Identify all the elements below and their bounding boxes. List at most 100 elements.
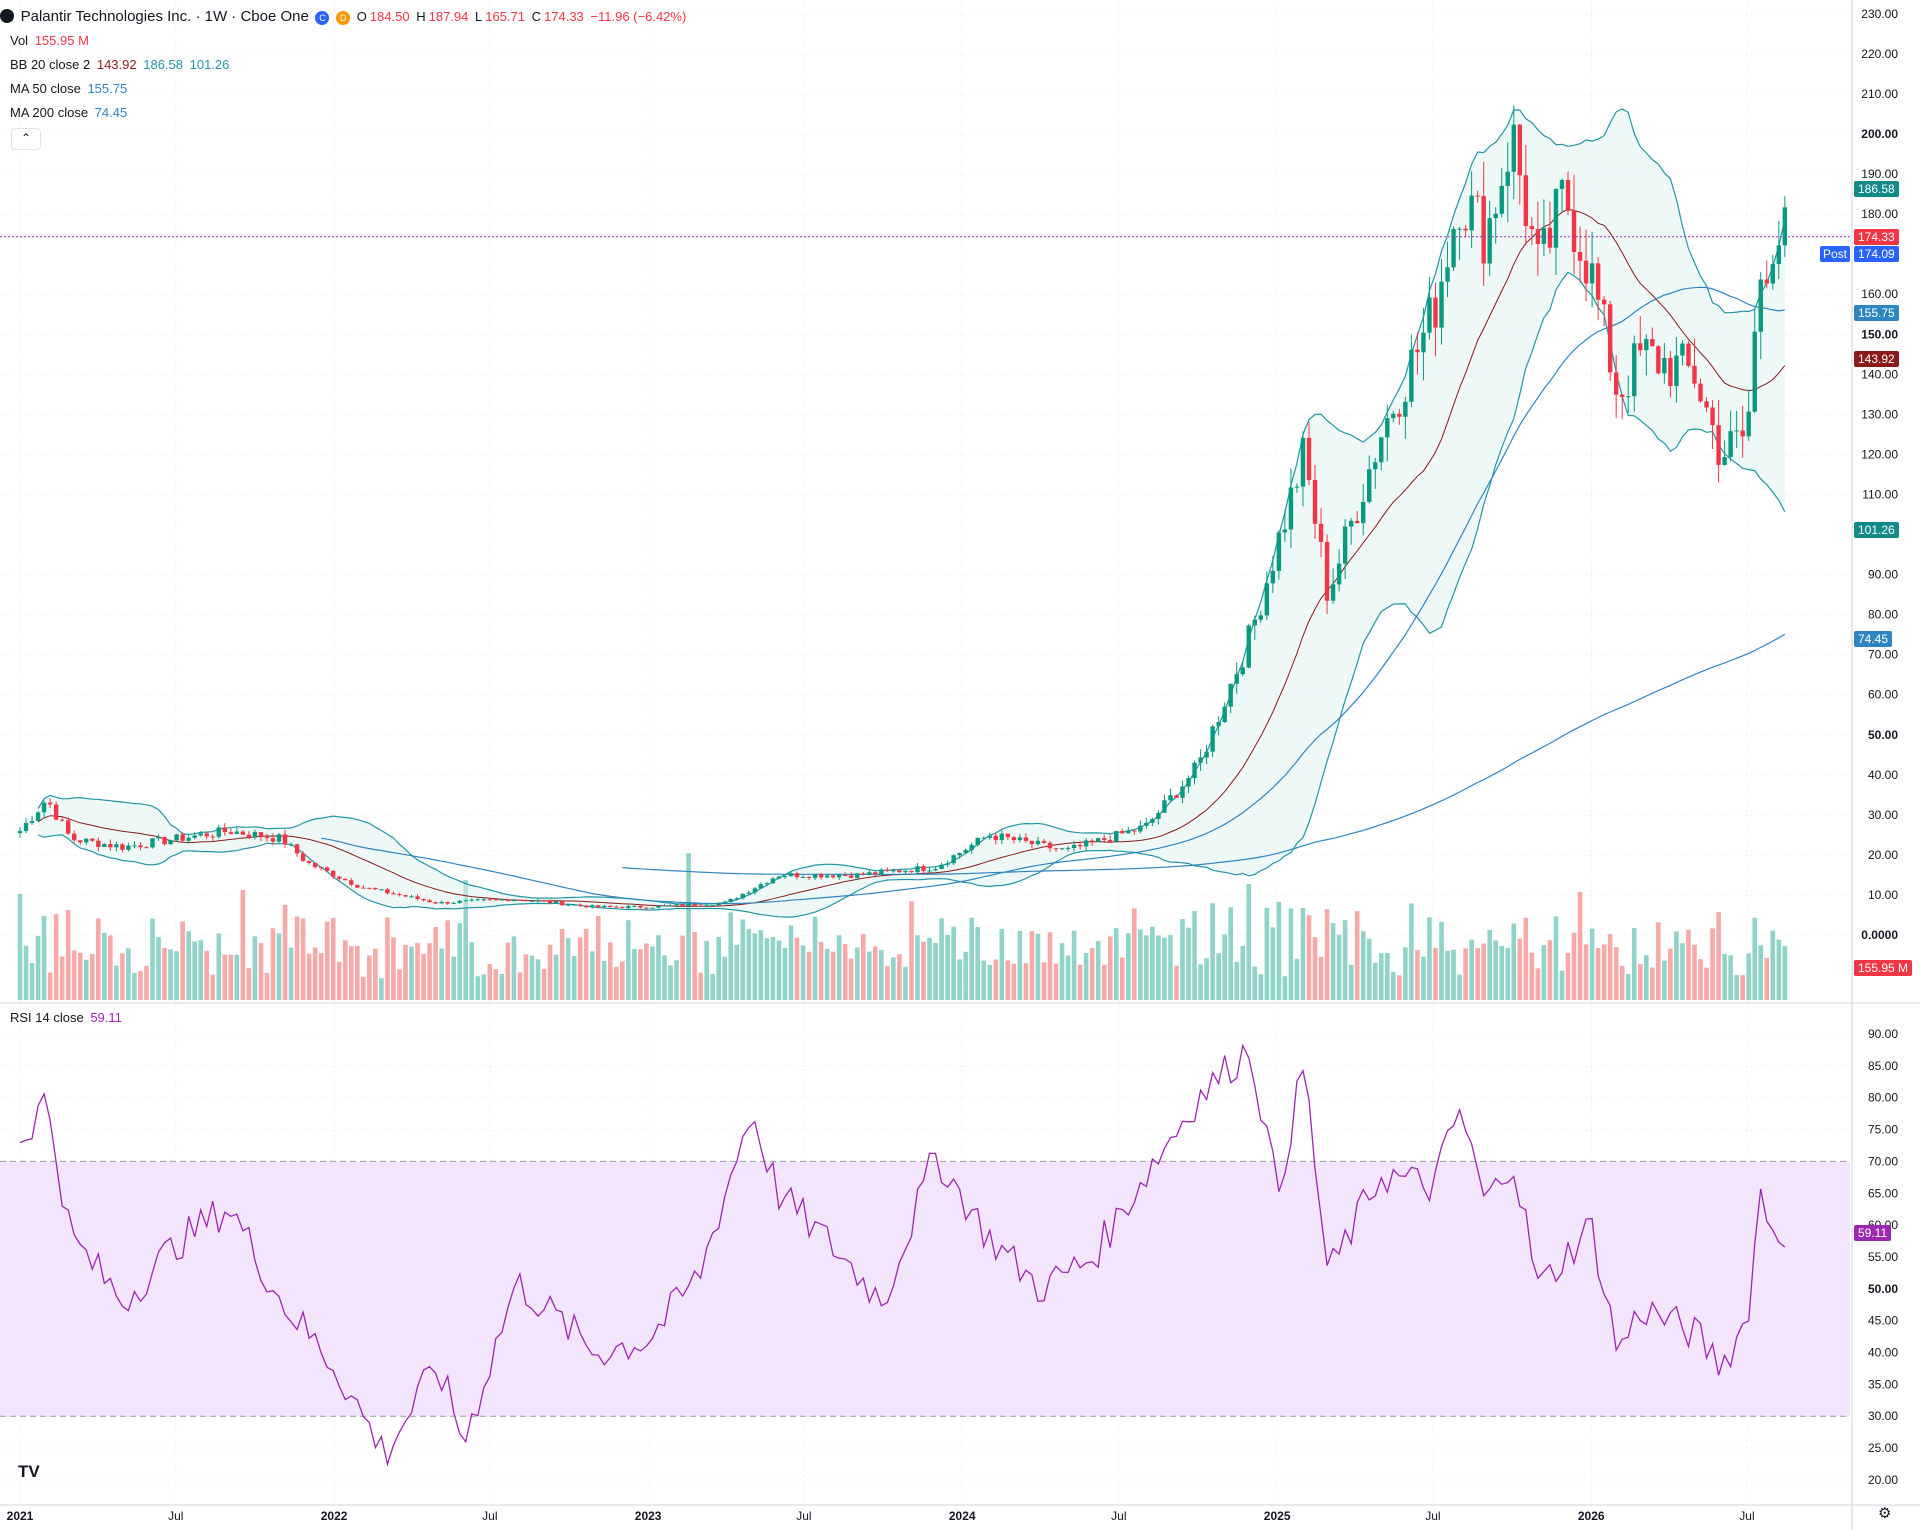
candle-body — [1234, 674, 1239, 684]
candle-body — [1626, 396, 1631, 398]
rsi-tick-label: 75.00 — [1868, 1123, 1898, 1137]
symbol-legend: Palantir Technologies Inc. · 1W · Cboe O… — [0, 8, 689, 25]
price-tick-label: 140.00 — [1861, 367, 1898, 381]
candle-body — [764, 883, 770, 885]
volume-bar — [1047, 932, 1053, 1000]
rsi-axis[interactable]: 90.0085.0080.0075.0070.0065.0060.0055.00… — [1868, 1027, 1898, 1487]
candle-body — [373, 887, 378, 890]
candle-body — [270, 838, 276, 842]
price-tick-label: 180.00 — [1861, 207, 1898, 221]
volume-bar — [126, 948, 131, 1000]
rsi-tick-label: 55.00 — [1868, 1250, 1898, 1264]
volume-bar — [1168, 935, 1173, 1000]
volume-bar — [812, 916, 818, 1000]
candle-body — [939, 864, 944, 870]
volume-bar — [367, 955, 372, 1000]
volume-bar — [1107, 936, 1113, 1000]
symbol-title[interactable]: Palantir Technologies Inc. · 1W · Cboe O… — [20, 8, 309, 25]
ma200-legend[interactable]: MA 200 close 74.45 — [10, 105, 130, 120]
candle-body — [180, 834, 185, 841]
volume-bar — [668, 965, 673, 1000]
palantir-logo-icon[interactable] — [0, 9, 14, 23]
bollinger-upper-line — [37, 108, 1786, 905]
candle-body — [1077, 844, 1083, 847]
candle-body — [1583, 260, 1589, 284]
volume-bar — [915, 935, 920, 1000]
volume-bar — [1571, 932, 1577, 1000]
candle-body — [1565, 179, 1571, 211]
candle-body — [800, 876, 806, 878]
volume-bar — [1276, 901, 1282, 1000]
volume-legend[interactable]: Vol 155.95 M — [10, 33, 92, 48]
candle-body — [463, 900, 468, 902]
candle-body — [1144, 822, 1149, 826]
candle-body — [704, 905, 709, 907]
candle-body — [1397, 413, 1402, 417]
price-axis[interactable]: 230.00 220.00 210.00 200.00 190.00 180.00 160.… — [1861, 7, 1898, 942]
market-closed-badge[interactable]: C — [315, 11, 330, 25]
volume-bar — [348, 946, 354, 1000]
volume-bar — [1330, 923, 1336, 1000]
volume-bar — [1065, 955, 1071, 1000]
rsi-tick-label: 30.00 — [1868, 1409, 1898, 1423]
volume-bar — [1258, 974, 1264, 1000]
volume-bar — [1336, 934, 1342, 1000]
volume-bar — [1439, 921, 1444, 1000]
bb-legend[interactable]: BB 20 close 2 143.92 186.58 101.26 — [10, 57, 232, 72]
volume-bar — [1342, 920, 1348, 1000]
volume-value: 155.95 M — [34, 33, 89, 48]
candle-body — [1613, 372, 1619, 395]
volume-bar — [1017, 930, 1023, 1000]
candle-body — [108, 844, 113, 848]
volume-bar — [824, 948, 830, 1000]
gear-icon[interactable]: ⚙ — [1878, 1505, 1892, 1522]
candle-body — [1162, 800, 1167, 813]
bb-basis-value: 143.92 — [96, 57, 137, 72]
volume-bar — [1324, 909, 1330, 1000]
volume-bar — [1132, 908, 1137, 1000]
volume-bar — [336, 961, 342, 1000]
volume-bar — [1668, 948, 1673, 1000]
candle-body — [1632, 343, 1637, 397]
volume-bar — [981, 960, 987, 1000]
volume-bar — [1595, 948, 1601, 1000]
delayed-badge[interactable]: D — [336, 11, 351, 25]
volume-bar — [481, 974, 487, 1000]
candle-body — [577, 904, 583, 906]
candle-body — [204, 833, 209, 837]
candle-body — [294, 844, 300, 854]
volume-bar — [734, 944, 740, 1000]
volume-bar — [1613, 947, 1619, 1000]
candle-body — [927, 870, 932, 872]
volume-bar — [1716, 912, 1721, 1000]
volume-label: Vol — [10, 33, 29, 48]
tradingview-logo-icon[interactable]: TV — [18, 1462, 40, 1482]
candle-body — [427, 900, 432, 903]
candle-body — [487, 899, 493, 901]
candle-body — [1710, 407, 1715, 426]
candle-body — [1005, 833, 1011, 838]
candle-body — [1734, 430, 1739, 432]
volume-bar — [957, 959, 962, 1000]
candle-body — [1192, 762, 1197, 779]
candle-body — [830, 875, 836, 878]
volume-bar — [1101, 964, 1107, 1000]
candle-body — [987, 835, 992, 838]
volume-bar — [1589, 928, 1595, 1000]
time-tick-label: 2024 — [949, 1509, 976, 1523]
volume-bar — [595, 915, 601, 1000]
volume-bar — [23, 945, 29, 1000]
volume-bar — [1656, 922, 1661, 1000]
ma50-legend[interactable]: MA 50 close 155.75 — [10, 81, 130, 96]
rsi-legend[interactable]: RSI 14 close 59.11 — [10, 1010, 125, 1025]
candle-body — [1348, 520, 1354, 527]
candle-body — [836, 875, 842, 878]
time-tick-label: Jul — [168, 1509, 183, 1523]
collapse-legend-button[interactable]: ⌃ — [11, 128, 41, 150]
change-value: −11.96 (−6.42%) — [590, 9, 687, 24]
volume-bar — [324, 921, 330, 1000]
candle-body — [1089, 840, 1095, 842]
candle-body — [1589, 263, 1595, 284]
time-axis[interactable]: 2021 Jul 2022 Jul 2023 Jul 2024 Jul 2025 Jul 2026 J… — [7, 1509, 1755, 1523]
